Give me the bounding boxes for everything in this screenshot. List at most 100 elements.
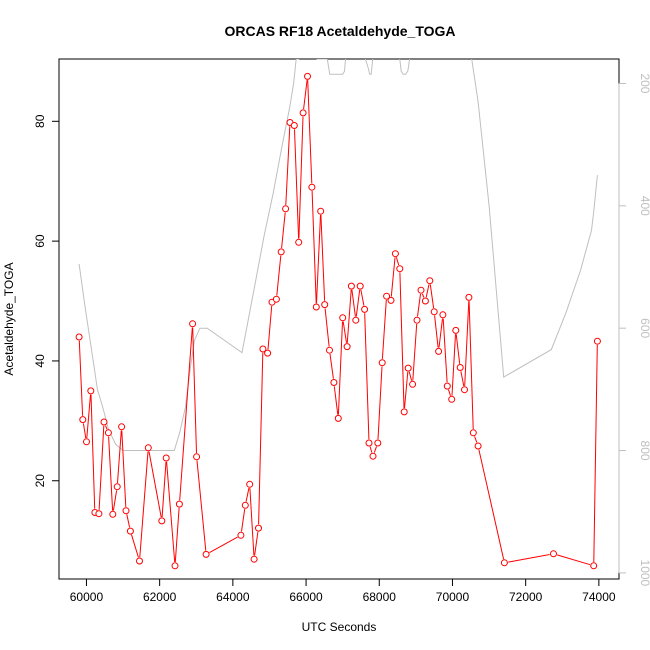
data-point <box>282 205 290 213</box>
data-point <box>304 72 311 80</box>
data-point <box>500 559 508 567</box>
data-point <box>144 444 152 452</box>
data-point <box>465 293 473 301</box>
x-tick-label: 72000 <box>509 590 543 604</box>
series-segment <box>294 129 300 239</box>
data-point <box>469 429 477 437</box>
series-segment <box>249 488 255 556</box>
data-point <box>259 345 267 353</box>
series-segment <box>139 451 149 558</box>
data-point <box>246 480 254 488</box>
series-segment <box>408 371 413 381</box>
pressure-series-line <box>78 59 598 451</box>
series-segment <box>298 116 304 239</box>
series-segment <box>161 461 167 518</box>
series-segment <box>192 327 197 454</box>
series-segment <box>360 289 365 306</box>
series-segment <box>556 554 591 566</box>
data-point <box>272 295 280 303</box>
series-segment <box>108 436 114 511</box>
data-point <box>255 524 262 532</box>
series-segment <box>86 394 91 439</box>
series-segment <box>395 257 400 266</box>
series-segment <box>448 389 451 396</box>
series-segment <box>455 334 461 364</box>
data-point <box>417 286 425 294</box>
series-segment <box>179 327 193 501</box>
y-tick-label: 40 <box>33 354 47 368</box>
data-point <box>202 550 210 558</box>
series-segment <box>324 308 330 347</box>
data-point <box>264 349 272 357</box>
data-point <box>361 305 369 313</box>
series-segment <box>442 318 448 383</box>
data-point <box>113 483 121 491</box>
y-tick-label: 80 <box>33 114 47 128</box>
data-point <box>409 380 417 388</box>
x-tick-label: 70000 <box>436 590 470 604</box>
data-point <box>391 250 399 258</box>
data-point <box>100 418 108 426</box>
data-point <box>474 442 482 450</box>
series-segment <box>429 284 435 309</box>
series-segment <box>316 214 321 304</box>
series-segment <box>342 321 347 343</box>
data-point <box>79 416 87 424</box>
series-segment <box>90 394 96 509</box>
data-point <box>104 429 112 437</box>
series-segment <box>82 423 87 439</box>
data-point <box>356 282 364 290</box>
series-segment <box>307 80 313 184</box>
x-tick-label: 60000 <box>70 590 104 604</box>
data-point <box>443 382 451 390</box>
series-segment <box>373 446 377 453</box>
y2-axis: 200 400 600 800 1000 <box>618 73 650 587</box>
series-segment <box>329 353 334 379</box>
series-segment <box>425 284 430 298</box>
series-segment <box>404 371 409 409</box>
series-segment <box>112 490 118 511</box>
data-point <box>175 500 183 508</box>
data-point <box>109 510 117 518</box>
series-segment <box>464 301 470 386</box>
series-segment <box>468 301 474 430</box>
data-point <box>383 292 391 300</box>
chart-title: ORCAS RF18 Acetaldehyde_TOGA <box>224 23 455 39</box>
data-point <box>378 359 386 367</box>
series-segment <box>209 536 238 554</box>
data-point <box>189 320 197 328</box>
data-point <box>299 109 307 117</box>
series-segment <box>417 293 421 317</box>
data-point <box>326 346 333 354</box>
acetaldehyde-series-points <box>75 72 601 570</box>
series-segment <box>131 534 139 558</box>
series-segment <box>303 80 308 110</box>
data-point <box>430 308 438 316</box>
data-point <box>421 297 429 305</box>
series-segment <box>241 509 246 532</box>
series-segment <box>434 315 439 348</box>
series-segment <box>276 255 282 296</box>
data-point <box>461 386 468 394</box>
series-segment <box>105 425 108 430</box>
data-point <box>83 438 90 446</box>
series-segment <box>78 340 84 416</box>
data-point <box>387 296 395 304</box>
series-segment <box>508 554 550 563</box>
series-segment <box>474 436 478 443</box>
series-segment <box>381 299 387 359</box>
data-point <box>241 501 249 509</box>
series-segment <box>438 318 443 348</box>
data-point <box>396 265 404 273</box>
series-segment <box>117 430 122 484</box>
y2-tick-label: 1000 <box>638 560 650 587</box>
data-point <box>343 343 351 351</box>
series-segment <box>311 190 317 304</box>
series-segment <box>412 323 418 381</box>
data-point <box>590 562 598 570</box>
data-point <box>95 510 103 518</box>
data-point <box>593 337 601 345</box>
data-point <box>374 439 382 447</box>
data-point <box>250 555 258 563</box>
data-point <box>352 316 360 324</box>
